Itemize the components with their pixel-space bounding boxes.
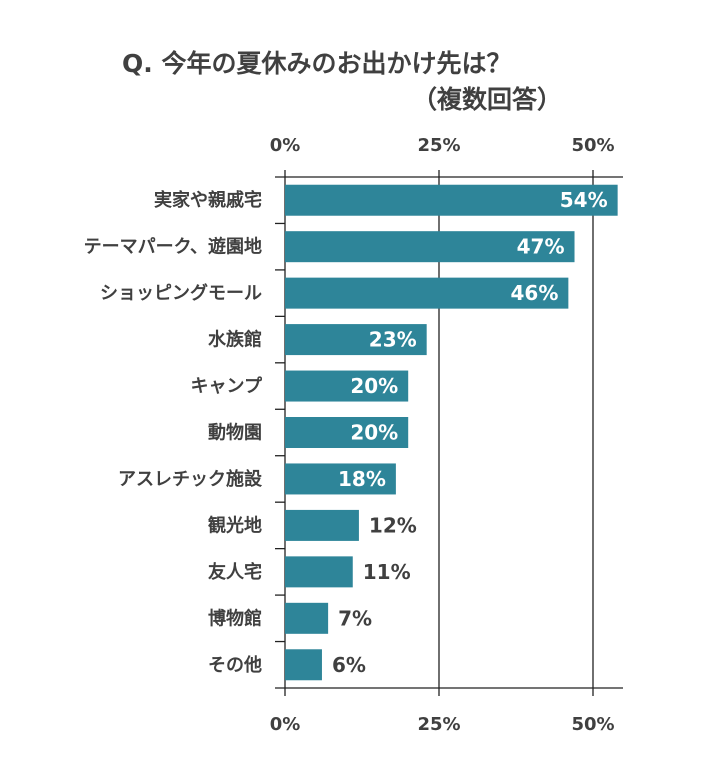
data-label: 20% <box>350 421 398 445</box>
data-label: 23% <box>369 328 417 352</box>
category-label: 水族館 <box>208 329 262 351</box>
data-label: 54% <box>560 188 608 212</box>
category-label: ショッピングモール <box>100 282 262 304</box>
data-label: 12% <box>369 513 417 537</box>
x-tick-label-bottom: 25% <box>417 714 460 735</box>
x-tick-label-bottom: 50% <box>571 714 614 735</box>
bar-10 <box>285 649 322 681</box>
bar-5 <box>285 417 409 448</box>
category-label: 観光地 <box>208 514 262 536</box>
bar-6 <box>285 463 396 495</box>
chart-subtitle: （複数回答） <box>412 85 563 114</box>
bar-3 <box>285 324 427 356</box>
bar-4 <box>285 370 409 402</box>
category-label: 友人宅 <box>208 561 262 583</box>
category-label: その他 <box>208 654 262 676</box>
bar-8 <box>285 556 353 588</box>
data-label: 46% <box>510 281 558 305</box>
category-label: テーマパーク、遊園地 <box>84 236 262 258</box>
data-label: 47% <box>517 235 565 259</box>
bar-0 <box>285 184 618 216</box>
bar-7 <box>285 509 359 541</box>
data-label: 7% <box>338 606 372 630</box>
data-label: 6% <box>332 653 366 677</box>
x-tick-label-bottom: 0% <box>270 714 301 735</box>
x-tick-label-top: 50% <box>571 135 614 156</box>
chart-title: Q. 今年の夏休みのお出かけ先は？ <box>122 49 512 78</box>
data-label: 20% <box>350 374 398 398</box>
data-label: 11% <box>363 560 411 584</box>
bar-2 <box>285 277 569 309</box>
data-label: 18% <box>338 467 386 491</box>
category-label: 博物館 <box>208 607 262 629</box>
x-tick-label-top: 0% <box>270 135 301 156</box>
category-label: 実家や親戚宅 <box>154 189 262 211</box>
bar-1 <box>285 231 575 263</box>
bar-9 <box>285 602 329 634</box>
x-tick-label-top: 25% <box>417 135 460 156</box>
category-label: 動物園 <box>208 422 262 444</box>
category-label: キャンプ <box>191 375 263 397</box>
category-label: アスレチック施設 <box>118 468 263 490</box>
